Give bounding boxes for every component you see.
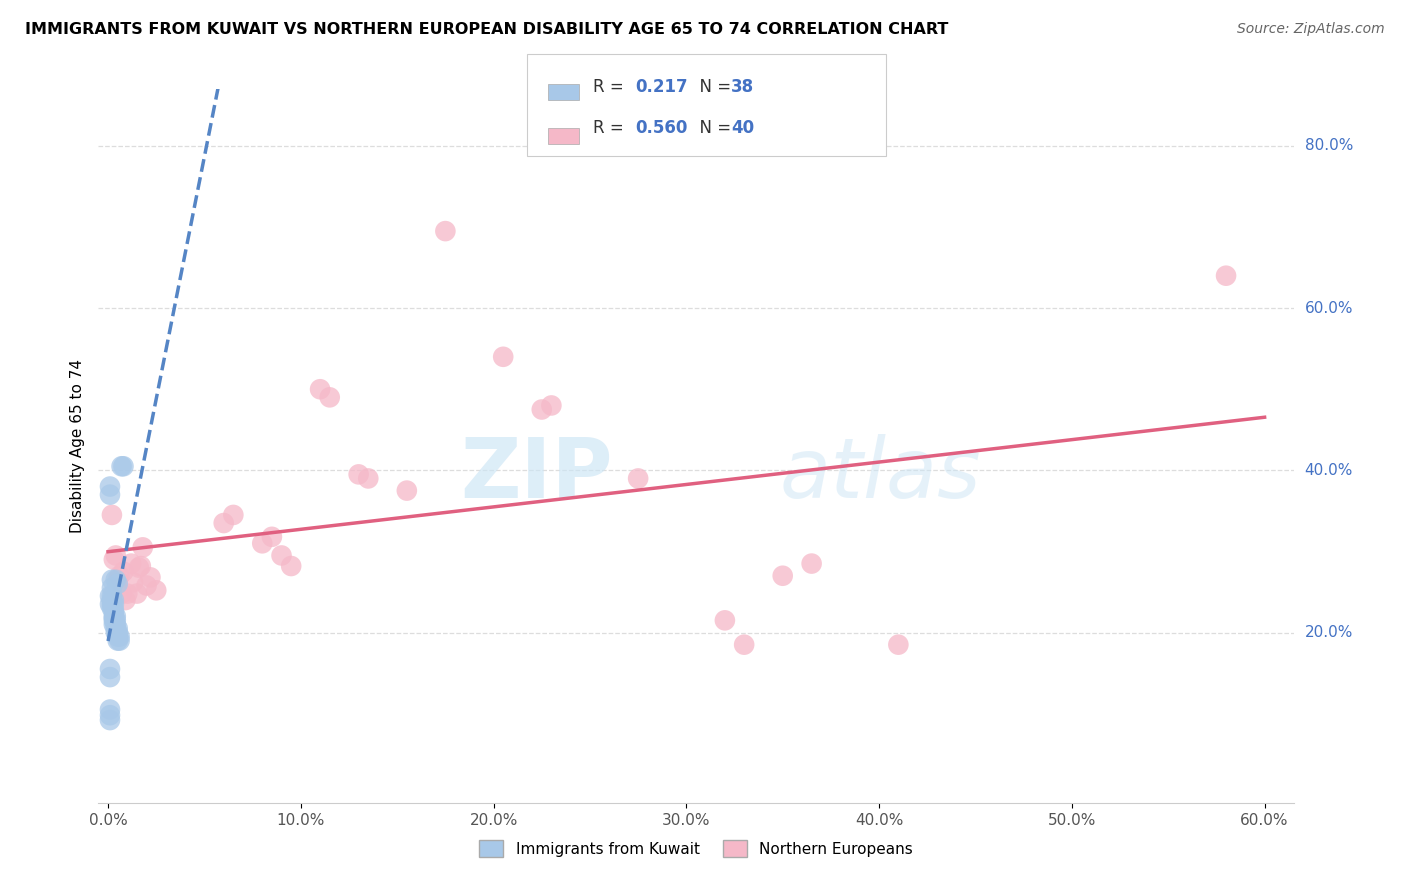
Text: ZIP: ZIP [460, 434, 613, 515]
Point [104, 573, 127, 587]
Point [103, 613, 125, 627]
Text: Source: ZipAtlas.com: Source: ZipAtlas.com [1237, 22, 1385, 37]
Point [98, 488, 121, 502]
Point [98, 479, 121, 493]
Point [98, 597, 121, 611]
Legend: Immigrants from Kuwait, Northern Europeans: Immigrants from Kuwait, Northern Europea… [472, 834, 920, 863]
Point [145, 583, 167, 598]
Point [122, 575, 145, 590]
Point [104, 625, 127, 640]
Point [627, 471, 650, 485]
Point [319, 390, 342, 404]
Point [135, 578, 157, 592]
Point [101, 573, 124, 587]
Point [98, 670, 121, 684]
Point [800, 557, 823, 571]
Point [114, 593, 136, 607]
Point [98, 702, 121, 716]
Point [103, 605, 125, 619]
Point [110, 586, 132, 600]
Point [98, 713, 121, 727]
Point [540, 399, 562, 413]
Text: atlas: atlas [779, 434, 981, 515]
Text: 40: 40 [731, 120, 754, 137]
Text: R =: R = [593, 120, 630, 137]
Point [492, 350, 515, 364]
Point [212, 516, 235, 530]
Text: IMMIGRANTS FROM KUWAIT VS NORTHERN EUROPEAN DISABILITY AGE 65 TO 74 CORRELATION : IMMIGRANTS FROM KUWAIT VS NORTHERN EUROP… [25, 22, 949, 37]
Point [128, 560, 150, 574]
Point [110, 459, 132, 474]
Point [107, 577, 129, 591]
Point [132, 541, 155, 555]
Point [107, 633, 129, 648]
Point [103, 617, 125, 632]
Point [98, 662, 121, 676]
Point [104, 622, 127, 636]
Point [101, 589, 124, 603]
Point [101, 597, 124, 611]
Text: 20.0%: 20.0% [1305, 625, 1353, 640]
Point [103, 611, 125, 625]
Point [104, 609, 127, 624]
Point [98, 589, 121, 603]
Point [252, 536, 274, 550]
Text: 0.217: 0.217 [636, 78, 688, 96]
Text: N =: N = [689, 78, 737, 96]
Point [714, 613, 737, 627]
Point [270, 549, 292, 563]
Point [107, 573, 129, 587]
Point [280, 559, 302, 574]
Y-axis label: Disability Age 65 to 74: Disability Age 65 to 74 [69, 359, 84, 533]
Point [772, 568, 794, 582]
Point [101, 601, 124, 615]
Point [309, 382, 332, 396]
Text: 38: 38 [731, 78, 754, 96]
Point [103, 597, 125, 611]
Point [112, 565, 135, 579]
Point [103, 603, 125, 617]
Point [101, 508, 124, 522]
Point [108, 568, 131, 582]
Point [120, 557, 142, 571]
Point [395, 483, 418, 498]
Point [104, 617, 127, 632]
Point [104, 549, 127, 563]
Point [117, 586, 139, 600]
Point [107, 622, 129, 636]
Point [125, 586, 148, 600]
Point [139, 570, 162, 584]
Point [104, 613, 127, 627]
Point [129, 559, 152, 574]
Text: 60.0%: 60.0% [1305, 301, 1353, 316]
Point [103, 609, 125, 624]
Point [222, 508, 245, 522]
Point [260, 530, 283, 544]
Point [101, 593, 124, 607]
Text: 80.0%: 80.0% [1305, 138, 1353, 153]
Point [107, 630, 129, 644]
Text: 40.0%: 40.0% [1305, 463, 1353, 478]
Text: R =: R = [593, 78, 634, 96]
Point [347, 467, 370, 482]
Point [103, 552, 125, 566]
Point [112, 459, 135, 474]
Point [733, 638, 755, 652]
Text: 0.560: 0.560 [636, 120, 688, 137]
Point [107, 625, 129, 640]
Point [108, 630, 131, 644]
Point [887, 638, 910, 652]
Point [357, 471, 380, 485]
Point [103, 593, 125, 607]
Point [530, 402, 553, 417]
Point [108, 633, 131, 648]
Point [1215, 268, 1237, 283]
Point [434, 224, 457, 238]
Point [101, 581, 124, 595]
Text: N =: N = [689, 120, 737, 137]
Point [98, 708, 121, 723]
